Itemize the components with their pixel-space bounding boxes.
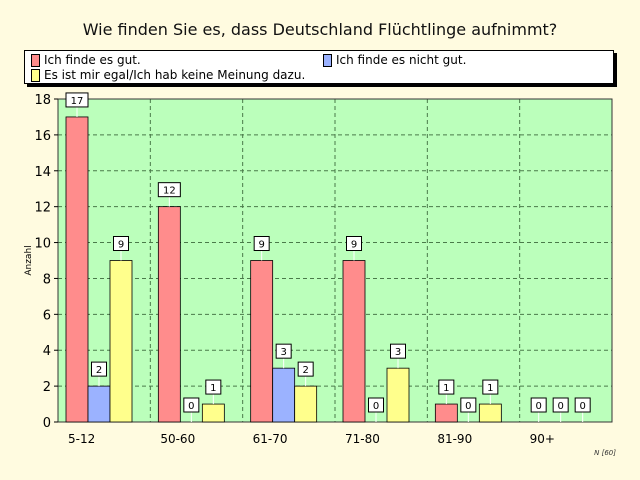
data-label-box bbox=[552, 397, 569, 413]
bar bbox=[342, 260, 366, 423]
data-label-box bbox=[65, 92, 89, 108]
data-label: 0 bbox=[557, 401, 563, 412]
plot-border bbox=[57, 98, 613, 423]
data-label-box bbox=[275, 343, 292, 359]
data-label-box bbox=[530, 397, 547, 413]
data-label-box bbox=[205, 379, 222, 395]
data-label: 1 bbox=[487, 383, 493, 394]
data-label: 17 bbox=[71, 96, 84, 107]
y-tick-label: 8 bbox=[43, 272, 51, 287]
legend-item-gut: Ich finde es gut. bbox=[31, 53, 141, 67]
y-tick-label: 16 bbox=[34, 129, 51, 144]
bar bbox=[65, 116, 89, 423]
x-tick-label: 71-80 bbox=[345, 432, 380, 446]
y-tick-label: 10 bbox=[34, 237, 51, 252]
data-label: 3 bbox=[395, 347, 401, 358]
data-label: 2 bbox=[96, 365, 102, 376]
data-label-box bbox=[91, 361, 107, 377]
legend-label-gut: Ich finde es gut. bbox=[44, 53, 141, 67]
bar bbox=[478, 403, 502, 423]
data-label: 1 bbox=[210, 383, 216, 394]
x-tick-label: 50-60 bbox=[160, 432, 195, 446]
legend-item-egal: Es ist mir egal/Ich hab keine Meinung da… bbox=[31, 68, 305, 82]
x-tick-label: 90+ bbox=[530, 432, 555, 446]
data-label-box bbox=[183, 397, 200, 413]
bar bbox=[201, 403, 225, 423]
y-tick-label: 14 bbox=[34, 165, 51, 180]
sample-size-note: N [60] bbox=[594, 449, 616, 457]
legend-swatch-gut bbox=[31, 53, 40, 67]
y-tick-label: 0 bbox=[43, 416, 51, 431]
data-label-box bbox=[438, 379, 455, 395]
legend: Ich finde es gut. Ich finde es nicht gut… bbox=[24, 50, 614, 84]
data-label: 3 bbox=[280, 347, 286, 358]
legend-item-nicht-gut: Ich finde es nicht gut. bbox=[323, 53, 466, 67]
bar bbox=[157, 206, 181, 423]
data-label: 12 bbox=[163, 186, 176, 197]
data-label: 9 bbox=[258, 240, 264, 251]
x-tick-label: 5-12 bbox=[68, 432, 95, 446]
data-label: 9 bbox=[118, 240, 124, 251]
chart-title: Wie finden Sie es, dass Deutschland Flüc… bbox=[82, 20, 558, 39]
data-label-box bbox=[390, 343, 406, 359]
legend-label-nicht-gut: Ich finde es nicht gut. bbox=[336, 53, 467, 67]
data-label-box bbox=[368, 397, 384, 413]
data-label-box bbox=[297, 361, 314, 377]
bar bbox=[272, 367, 296, 423]
x-tick-label: 81-90 bbox=[437, 432, 472, 446]
data-label-box bbox=[113, 236, 129, 251]
y-tick-label: 12 bbox=[34, 201, 51, 216]
data-label: 0 bbox=[188, 401, 194, 412]
bar bbox=[109, 260, 133, 423]
bar bbox=[294, 385, 318, 423]
bar bbox=[434, 403, 458, 423]
data-label: 0 bbox=[465, 401, 471, 412]
data-label: 0 bbox=[535, 401, 541, 412]
legend-label-egal: Es ist mir egal/Ich hab keine Meinung da… bbox=[44, 68, 306, 82]
y-tick-label: 18 bbox=[34, 93, 51, 108]
data-label-box bbox=[253, 236, 270, 251]
y-tick-label: 2 bbox=[43, 380, 51, 395]
data-label-box bbox=[574, 397, 591, 413]
bar bbox=[87, 385, 111, 423]
y-tick-label: 4 bbox=[43, 344, 51, 359]
data-label: 0 bbox=[373, 401, 379, 412]
data-label: 0 bbox=[579, 401, 585, 412]
bar bbox=[386, 367, 410, 423]
data-label: 9 bbox=[351, 240, 357, 251]
y-tick-label: 6 bbox=[43, 308, 51, 323]
data-label-box bbox=[157, 182, 181, 198]
data-label-box bbox=[482, 379, 499, 395]
legend-swatch-egal bbox=[31, 68, 40, 82]
bar bbox=[250, 260, 274, 423]
data-label: 2 bbox=[302, 365, 308, 376]
y-axis-label: Anzahl bbox=[24, 245, 34, 275]
legend-swatch-nicht-gut bbox=[323, 53, 332, 67]
data-label-box bbox=[460, 397, 477, 413]
data-label-box bbox=[346, 236, 362, 251]
data-label: 1 bbox=[443, 383, 449, 394]
x-tick-label: 61-70 bbox=[253, 432, 288, 446]
